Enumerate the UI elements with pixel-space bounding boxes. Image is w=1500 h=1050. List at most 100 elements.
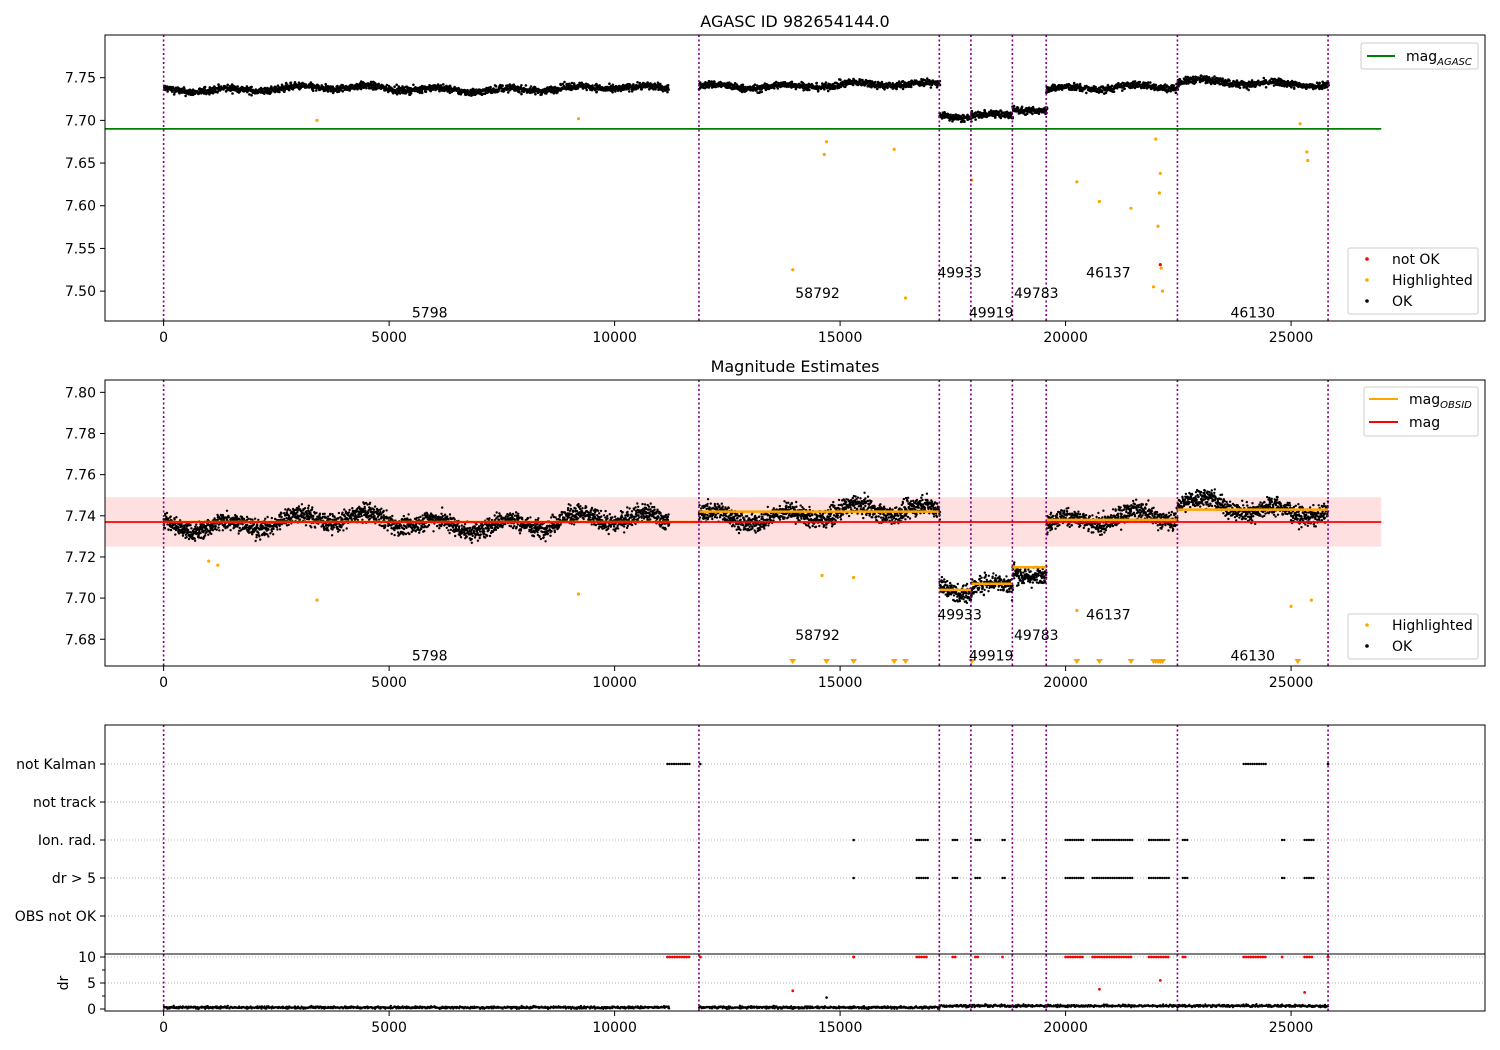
ok-point: [358, 505, 361, 508]
ok-point: [217, 526, 220, 529]
ok-point: [1295, 81, 1298, 84]
ok-point: [420, 91, 424, 95]
ok-point: [310, 526, 313, 529]
x-tick-label: 10000: [592, 330, 637, 346]
ok-point: [340, 525, 343, 528]
ok-point: [405, 526, 408, 530]
ok-point: [826, 89, 830, 93]
highlighted-point: [892, 147, 896, 151]
ok-point: [391, 514, 394, 518]
ok-point: [1247, 88, 1250, 92]
ok-point: [1285, 85, 1289, 88]
ok-point: [887, 81, 891, 85]
ok-point: [287, 514, 291, 517]
ok-point: [293, 509, 296, 512]
x-tick-label: 0: [159, 330, 168, 346]
ok-point: [221, 513, 225, 517]
legend-marker: [1365, 257, 1369, 261]
ok-point: [593, 87, 596, 91]
ok-point: [647, 88, 651, 91]
ok-point: [904, 81, 907, 85]
ok-point: [824, 81, 828, 84]
ok-point: [247, 517, 250, 520]
legend-label: OK: [1392, 294, 1413, 310]
ok-point: [999, 116, 1003, 120]
ok-point: [321, 516, 324, 520]
ok-point: [393, 528, 396, 532]
ok-point: [254, 539, 257, 543]
ok-point: [230, 517, 233, 520]
ok-point: [378, 512, 381, 515]
ok-point: [666, 84, 670, 87]
ok-point: [396, 531, 400, 534]
ok-point: [568, 82, 571, 86]
ok-point: [255, 536, 258, 539]
ok-point: [346, 518, 350, 521]
ok-point: [184, 94, 187, 98]
ok-point: [326, 526, 329, 530]
ok-point: [390, 517, 393, 520]
ok-point: [442, 83, 445, 86]
ok-point: [1104, 91, 1108, 95]
highlighted-point: [1157, 191, 1161, 195]
panel-agasc-legend-lines: magAGASC: [1360, 42, 1479, 70]
highlighted-point: [315, 118, 319, 122]
ok-point: [907, 80, 910, 84]
ok-point: [611, 90, 614, 94]
ok-point: [385, 509, 388, 512]
highlighted-point: [1075, 180, 1079, 184]
ok-point: [1078, 82, 1082, 86]
highlighted-point: [1159, 266, 1163, 270]
ok-point: [251, 533, 254, 536]
ok-point: [304, 524, 308, 527]
ok-point: [390, 532, 393, 535]
ok-point: [506, 91, 510, 94]
ok-point: [930, 83, 934, 87]
ok-point: [398, 92, 402, 95]
ok-point: [409, 92, 413, 95]
ok-point: [563, 80, 566, 84]
ok-point: [272, 533, 275, 536]
ok-point: [385, 83, 389, 87]
ok-point: [300, 503, 304, 506]
ok-point: [304, 516, 307, 519]
ok-point: [799, 83, 803, 87]
ok-point: [928, 79, 931, 82]
ok-point: [1123, 87, 1126, 90]
ok-point: [1174, 91, 1178, 94]
ok-point: [343, 508, 346, 511]
ok-point: [874, 80, 877, 84]
x-tick-label: 20000: [1043, 330, 1088, 346]
ok-point: [1268, 79, 1272, 82]
ok-point: [167, 528, 170, 531]
ok-point: [897, 81, 900, 85]
ok-point: [438, 86, 442, 89]
ok-point: [744, 89, 748, 93]
ok-point: [895, 87, 898, 91]
ok-point: [259, 538, 262, 541]
ok-point: [863, 84, 866, 87]
ok-point: [165, 515, 168, 519]
ok-point: [1037, 112, 1041, 115]
ok-point: [1228, 79, 1231, 82]
ok-point: [227, 514, 230, 518]
ok-point: [511, 87, 515, 91]
ok-point: [344, 510, 348, 513]
ok-point: [187, 528, 190, 532]
ok-point: [1250, 79, 1254, 82]
ok-point: [552, 92, 556, 95]
ok-point: [1005, 112, 1009, 116]
ok-point: [636, 81, 639, 84]
ok-point: [303, 513, 306, 516]
ok-point: [638, 81, 642, 85]
ok-point: [167, 517, 170, 520]
ok-point: [1221, 77, 1224, 80]
ok-point: [1025, 112, 1029, 115]
ok-point: [815, 81, 818, 85]
ok-point: [707, 79, 711, 83]
ok-point: [206, 523, 210, 527]
ok-point: [284, 508, 287, 511]
y-tick-label: 7.65: [65, 156, 96, 172]
ok-point: [266, 527, 270, 530]
ok-point: [309, 516, 312, 519]
